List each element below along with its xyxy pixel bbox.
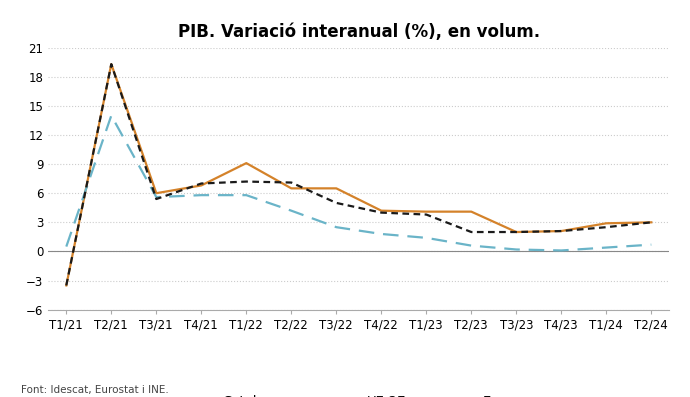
Catalunya (197, 183, 206, 188)
UE-27 (242, 193, 250, 198)
UE-27 (332, 225, 340, 229)
Catalunya (602, 221, 611, 225)
UE-27 (557, 248, 565, 253)
Espanya (152, 197, 161, 201)
Espanya (107, 62, 115, 67)
Catalunya (152, 191, 161, 196)
Catalunya (467, 209, 475, 214)
Catalunya (62, 283, 70, 288)
Catalunya (512, 229, 520, 234)
UE-27 (647, 242, 655, 247)
Espanya (512, 229, 520, 234)
UE-27 (107, 113, 115, 118)
Catalunya (287, 186, 295, 191)
UE-27 (377, 231, 386, 236)
Espanya (602, 225, 611, 229)
Catalunya (107, 62, 115, 67)
Catalunya (647, 220, 655, 225)
Espanya (242, 179, 250, 184)
Legend: Catalunya, UE-27, Espanya: Catalunya, UE-27, Espanya (174, 389, 544, 397)
Catalunya (377, 208, 386, 213)
Title: PIB. Variació interanual (%), en volum.: PIB. Variació interanual (%), en volum. (178, 23, 540, 40)
UE-27 (602, 245, 611, 250)
Catalunya (242, 161, 250, 166)
Espanya (557, 229, 565, 233)
Catalunya (332, 186, 340, 191)
Text: Font: Idescat, Eurostat i INE.: Font: Idescat, Eurostat i INE. (21, 385, 168, 395)
Espanya (332, 200, 340, 205)
UE-27 (512, 247, 520, 252)
Line: UE-27: UE-27 (66, 116, 651, 251)
Espanya (422, 212, 431, 217)
Espanya (287, 180, 295, 185)
Espanya (467, 229, 475, 234)
UE-27 (197, 193, 206, 198)
Espanya (62, 283, 70, 288)
UE-27 (152, 195, 161, 199)
Catalunya (557, 229, 565, 233)
Espanya (197, 181, 206, 186)
UE-27 (287, 208, 295, 213)
UE-27 (62, 244, 70, 249)
Espanya (647, 220, 655, 225)
UE-27 (422, 235, 431, 240)
Line: Catalunya: Catalunya (66, 64, 651, 285)
Line: Espanya: Espanya (66, 64, 651, 285)
Espanya (377, 210, 386, 215)
UE-27 (467, 243, 475, 248)
Catalunya (422, 209, 431, 214)
